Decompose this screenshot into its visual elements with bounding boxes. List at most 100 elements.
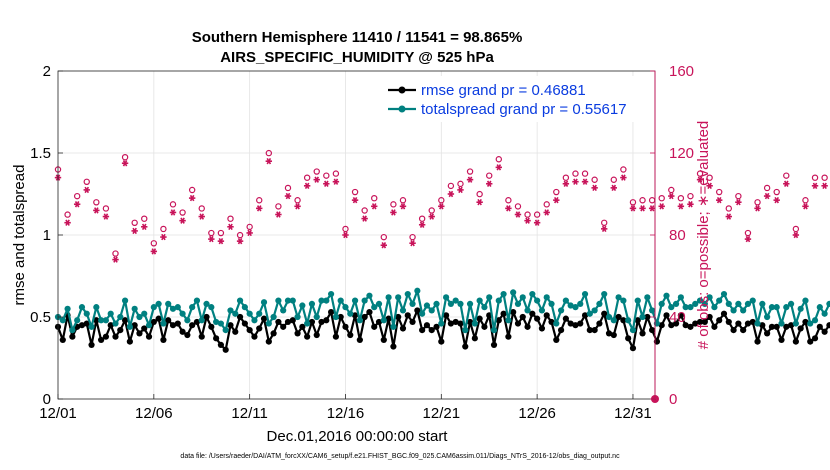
rmse-point	[356, 336, 363, 344]
obs-possible-point	[160, 225, 167, 233]
obs-possible-point	[438, 197, 445, 204]
obs-evaluated-point	[466, 176, 474, 183]
totalspread-point	[399, 307, 407, 314]
obs-star-stroke	[448, 190, 454, 198]
rmse-point	[78, 322, 86, 329]
rmse-point	[811, 335, 819, 342]
rmse-point	[605, 330, 613, 337]
rmse-point	[567, 320, 574, 327]
obs-evaluated-point	[265, 158, 273, 165]
obs-star-stroke	[649, 205, 655, 212]
obs-possible-point	[246, 223, 253, 231]
obs-possible-point	[591, 176, 598, 183]
totalspread-point	[452, 297, 459, 304]
rmse-point	[117, 327, 124, 334]
rmse-point	[404, 312, 411, 319]
totalspread-point	[548, 300, 555, 307]
rmse-point	[308, 318, 316, 326]
obs-possible-point	[428, 207, 435, 214]
totalspread-point	[313, 313, 320, 321]
rmse-point	[93, 317, 100, 324]
obs-evaluated-point	[648, 205, 656, 212]
totalspread-point	[749, 297, 756, 304]
totalspread-point	[567, 302, 574, 309]
obs-possible-point	[361, 207, 368, 214]
obs-star-stroke	[525, 217, 530, 224]
totalspread-point	[720, 290, 728, 298]
totalspread-point	[725, 300, 732, 307]
y-axis-right-ticks: 0 40 80 120 160	[650, 63, 694, 408]
rmse-point	[174, 320, 181, 327]
rmse-point	[150, 318, 157, 326]
x-tick-label: 12/21	[423, 405, 461, 422]
obs-evaluated-point	[275, 211, 282, 218]
totalspread-point	[318, 297, 325, 304]
obs-possible-point	[581, 170, 589, 177]
obs-star-stroke	[218, 237, 224, 245]
rmse-point	[644, 313, 651, 321]
rmse-point	[184, 331, 191, 339]
obs-star-stroke	[180, 217, 185, 224]
y-left-tick-label: 0	[43, 391, 51, 408]
x-tick-label: 12/26	[518, 405, 556, 422]
obs-possible-point	[93, 199, 100, 206]
y-axis-right-label: # of obs: o=possible; ∗=evaluated	[695, 121, 712, 350]
obs-star-stroke	[362, 215, 367, 222]
totalspread-point	[490, 327, 498, 334]
totalspread-point	[256, 310, 263, 317]
totalspread-point	[117, 313, 124, 321]
obs-possible-point	[447, 182, 455, 190]
rmse-point	[438, 338, 445, 345]
obs-star-stroke	[161, 233, 166, 241]
obs-possible-point	[533, 211, 541, 218]
totalspread-point	[615, 294, 622, 301]
rmse-point	[620, 317, 627, 324]
rmse-point	[764, 330, 771, 337]
obs-possible-point	[380, 233, 388, 241]
rmse-point	[687, 323, 694, 330]
obs-evaluated-point	[447, 190, 455, 198]
totalspread-point	[217, 320, 225, 327]
obs-possible-point	[773, 188, 780, 196]
rmse-point	[375, 318, 383, 326]
obs-possible-point	[744, 229, 752, 237]
rmse-point	[562, 315, 569, 322]
obs-star-stroke	[103, 213, 109, 220]
totalspread-point	[524, 307, 531, 314]
obs-evaluated-point	[73, 201, 81, 208]
totalspread-point	[423, 302, 431, 309]
obs-evaluated-point	[687, 201, 694, 208]
totalspread-point	[169, 305, 177, 312]
obs-possible-point	[562, 174, 570, 181]
totalspread-point	[184, 317, 191, 324]
obs-evaluated-point	[169, 209, 177, 216]
rmse-point	[615, 313, 622, 321]
totalspread-point	[74, 317, 81, 324]
obs-evaluated-point	[744, 235, 752, 243]
obs-evaluated-point	[696, 176, 704, 183]
totalspread-point	[395, 294, 402, 301]
rmse-point	[696, 318, 704, 326]
rmse-point	[203, 313, 210, 321]
rmse-point	[88, 341, 95, 348]
totalspread-point	[332, 313, 339, 321]
obs-evaluated-point	[629, 205, 637, 212]
obs-star-stroke	[391, 209, 396, 216]
totalspread-point	[78, 304, 86, 311]
totalspread-point	[534, 297, 541, 304]
legend: rmse grand pr = 0.46881 totalspread gran…	[385, 76, 650, 122]
obs-star-stroke	[429, 213, 435, 220]
obs-star-stroke	[247, 229, 252, 237]
rmse-point	[534, 315, 541, 322]
obs-possible-point	[811, 174, 819, 181]
obs-evaluated-point	[438, 203, 445, 210]
totalspread-point	[404, 290, 411, 298]
rmse-point	[572, 322, 579, 329]
obs-evaluated-point	[399, 203, 407, 210]
totalspread-point	[711, 304, 718, 311]
obs-possible-point	[131, 219, 138, 226]
rmse-point	[366, 308, 373, 316]
obs-star-stroke	[496, 164, 502, 171]
obs-evaluated-point	[514, 211, 522, 218]
obs-evaluated-point	[102, 213, 110, 220]
